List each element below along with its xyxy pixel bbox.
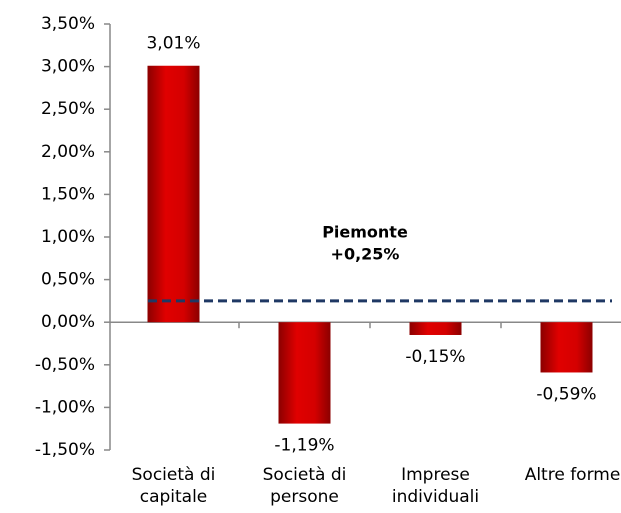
reference-name: Piemonte	[322, 223, 408, 242]
bar	[409, 322, 462, 335]
y-tick-label: -0,50%	[35, 355, 95, 375]
bar	[147, 65, 200, 323]
reference-label: +0,25%	[331, 245, 400, 264]
value-label: -1,19%	[274, 436, 334, 456]
y-tick-label: 0,00%	[41, 312, 95, 332]
y-tick-label: 3,50%	[41, 14, 95, 34]
y-tick-label: 3,00%	[41, 57, 95, 77]
x-tick-label: Società di persone	[262, 465, 347, 507]
x-tick-label: Società di capitale	[131, 465, 216, 507]
y-tick-label: 2,50%	[41, 99, 95, 119]
bar	[540, 322, 593, 373]
y-tick-label: -1,00%	[35, 397, 95, 417]
y-tick-label: 1,00%	[41, 227, 95, 247]
y-tick-label: 1,50%	[41, 184, 95, 204]
value-label: -0,59%	[536, 384, 596, 404]
x-tick-label: Imprese individuali	[391, 465, 480, 507]
x-tick-label: Altre forme	[524, 465, 621, 485]
bar	[278, 322, 331, 424]
value-label: -0,15%	[405, 347, 465, 367]
value-label: 3,01%	[146, 34, 200, 54]
y-tick-label: 0,50%	[41, 270, 95, 290]
y-tick-label: -1,50%	[35, 440, 95, 460]
y-tick-label: 2,00%	[41, 142, 95, 162]
